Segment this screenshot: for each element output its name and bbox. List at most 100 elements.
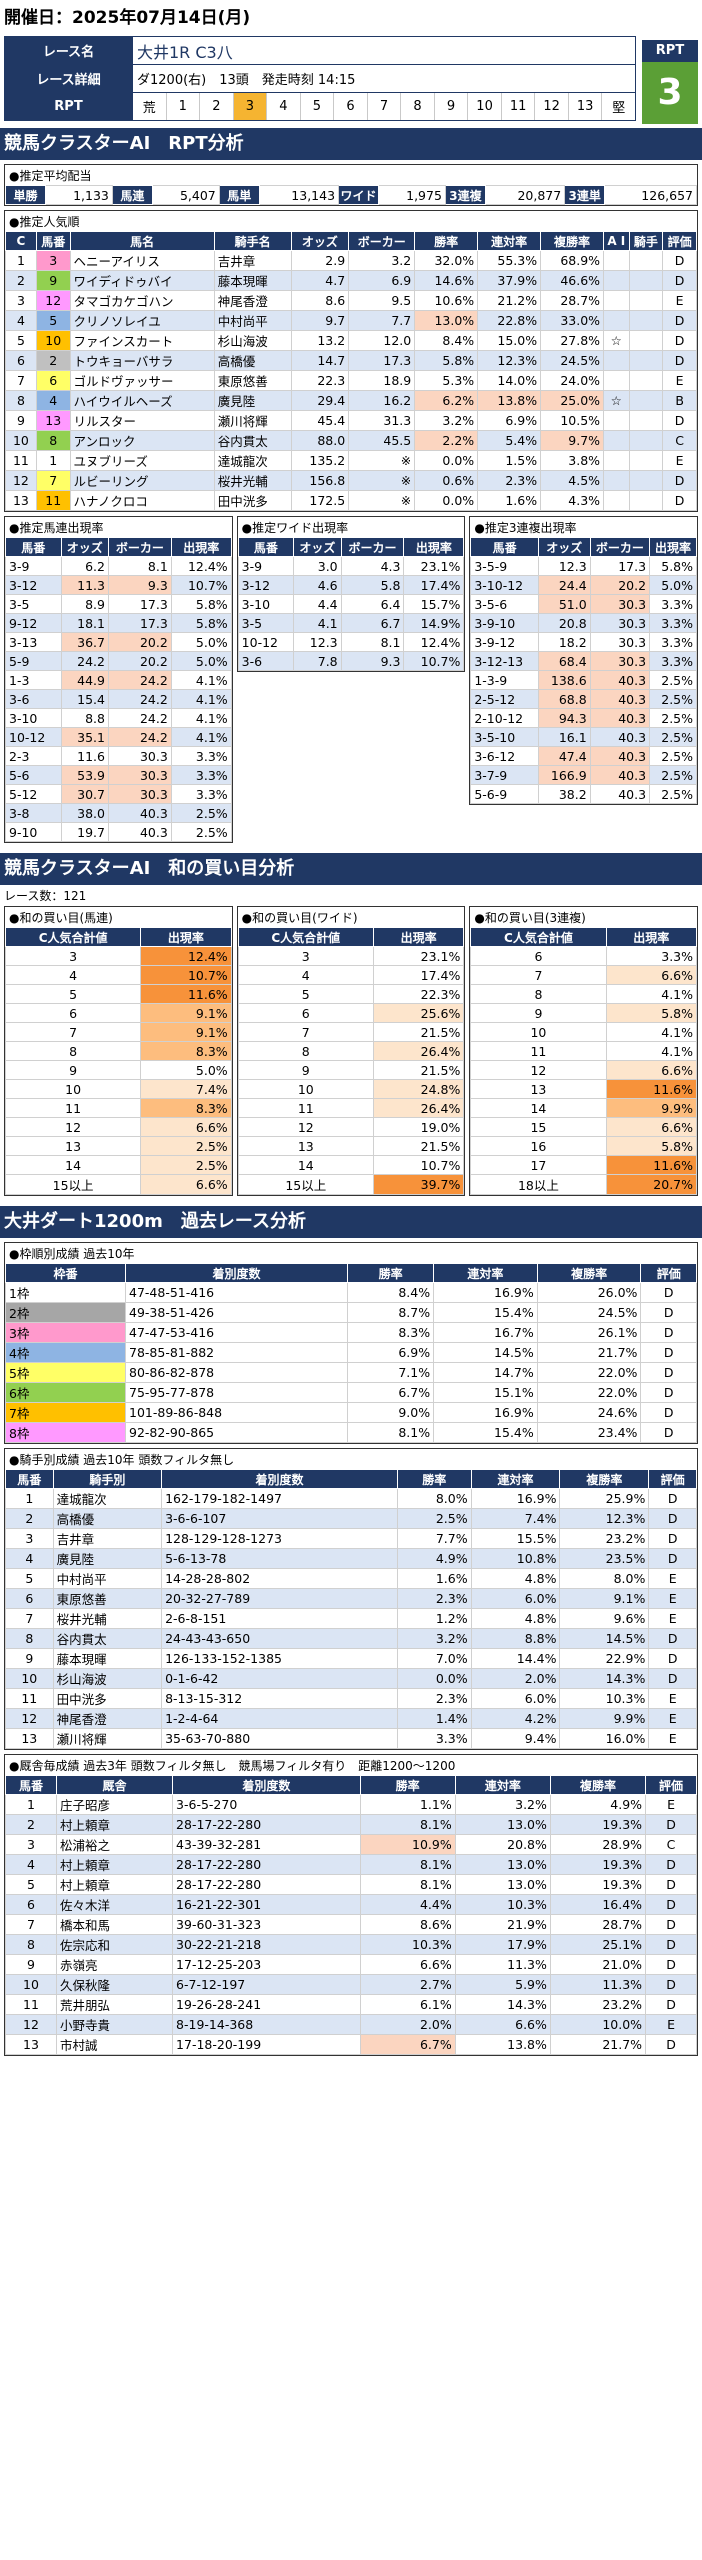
table-cell: 9: [5, 1648, 54, 1669]
table-cell: 10: [5, 430, 37, 451]
trainer-title: ●厩舎毎成績 過去3年 頭数フィルタ無し 競馬場フィルタ有り 距離1200～12…: [9, 1759, 456, 1773]
table-cell: 19.3%: [549, 1814, 647, 1835]
table-cell: 3: [35, 250, 71, 271]
column-header: 馬番: [5, 537, 62, 557]
table-cell: 2.5%: [649, 746, 698, 766]
payout-label: ワイド: [338, 185, 380, 205]
payout-value: 1,133: [45, 185, 113, 205]
race-name-label: レース名: [4, 36, 133, 65]
table-cell: 13.2: [290, 330, 350, 351]
table-cell: E: [645, 2014, 697, 2035]
table-cell: 11.3: [60, 575, 109, 595]
table-cell: 12: [35, 290, 71, 311]
table-row: 3-13 36.7 20.2 5.0%: [5, 632, 232, 652]
table-cell: ☆: [603, 330, 630, 351]
table-cell: 5-12: [5, 784, 62, 804]
table-cell: [603, 250, 630, 271]
sum-value: 7: [4, 1022, 142, 1042]
table-row: 3-9-12 18.2 30.3 3.3%: [470, 632, 698, 652]
rate-value: 2.5%: [140, 1136, 232, 1156]
sanrenpuku-table: 馬番 オッズ ボーカー 出現率 3-5-9 12.3 17.3 5.8% 3-10-12 24.4…: [470, 537, 698, 804]
table-row: 12 6.6%: [470, 1060, 698, 1080]
table-row: 18以上 20.7%: [470, 1174, 698, 1195]
table-cell: 16.9%: [433, 1402, 538, 1423]
sum-value: 8: [237, 1041, 374, 1061]
table-cell: ☆: [603, 390, 630, 411]
table-cell: 126-133-152-1385: [161, 1648, 398, 1669]
table-cell: 11.3%: [549, 1974, 647, 1995]
table-cell: 15.5%: [470, 1528, 561, 1549]
table-cell: 11.6: [60, 746, 109, 766]
table-cell: 20.2: [107, 651, 172, 671]
table-row: 1 庄子昭彦 3-6-5-270 1.1% 3.2% 4.9% E: [5, 1794, 697, 1815]
rpt-badge-head: RPT: [642, 40, 698, 62]
table-cell: 40.3: [589, 708, 651, 728]
table-cell: 村上頼章: [55, 1854, 174, 1875]
table-row: 4 17.4%: [237, 965, 465, 985]
table-row: 7 9.1%: [4, 1022, 232, 1042]
table-cell: [603, 430, 630, 451]
table-cell: 12.3%: [559, 1508, 650, 1529]
rate-value: 8.3%: [140, 1041, 232, 1061]
table-cell: 吉井章: [52, 1528, 163, 1549]
column-header: 馬番: [470, 537, 539, 557]
table-cell: 5: [5, 1568, 54, 1589]
umaren-title: ●推定馬連出現率: [9, 521, 104, 535]
table-cell: 7: [35, 470, 71, 491]
table-cell: 14.0%: [477, 370, 542, 391]
table-cell: 廣見陸: [52, 1548, 163, 1569]
table-row: 10 24.8%: [237, 1079, 465, 1099]
table-cell: 2.5%: [649, 670, 698, 690]
table-cell: 谷内貫太: [52, 1628, 163, 1649]
table-cell: 1: [5, 1794, 57, 1815]
table-cell: D: [662, 270, 697, 291]
waku-title: ●枠順別成績 過去10年: [9, 1247, 135, 1261]
rate-value: 4.1%: [605, 1022, 698, 1042]
table-cell: 40.3: [107, 822, 172, 842]
rpt-badge-value: 3: [642, 62, 698, 124]
table-cell: 3-12-13: [470, 651, 539, 671]
wide-panel: ●推定ワイド出現率 馬番 オッズ ボーカー 出現率 3-9 3.0 4.3 23.1% 3-12 4…: [236, 516, 466, 672]
table-cell: 3-9-12: [470, 632, 539, 652]
sum-value: 9: [4, 1060, 142, 1080]
table-cell: [628, 470, 664, 491]
table-cell: 30.3: [589, 594, 651, 614]
sum-value: 7: [237, 1022, 374, 1042]
table-row: 3 12.4%: [4, 946, 232, 966]
table-cell: 10.0%: [549, 2014, 647, 2035]
table-cell: 3: [5, 290, 37, 311]
table-row: 3-8 38.0 40.3 2.5%: [5, 803, 232, 823]
table-row: 2-10-12 94.3 40.3 2.5%: [470, 708, 698, 728]
table-cell: 40.3: [107, 803, 172, 823]
table-cell: 19.3%: [549, 1874, 647, 1895]
table-cell: 20.2: [589, 575, 651, 595]
table-cell: D: [648, 1648, 697, 1669]
table-cell: 30.3: [589, 632, 651, 652]
table-row: 9-12 18.1 17.3 5.8%: [5, 613, 232, 633]
table-cell: 5: [5, 1874, 57, 1895]
table-cell: 22.0%: [536, 1382, 642, 1403]
table-cell: 4.6: [293, 575, 342, 595]
sum-value: 6: [470, 946, 607, 966]
table-cell: D: [648, 1668, 697, 1689]
table-cell: 78-85-81-882: [124, 1342, 349, 1363]
table-cell: 3-5: [5, 594, 62, 614]
table-cell: 4.2%: [470, 1708, 561, 1729]
wa-san-table: C人気合計値 出現率 6 3.3% 7 6.6% 8 4.1% 9 5.8% 10 4.1% 11 4.1…: [470, 927, 698, 1195]
table-cell: D: [648, 1628, 697, 1649]
rpt-scale-cell: 3: [233, 93, 268, 120]
table-row: 5 11.6%: [4, 984, 232, 1004]
table-row: 14 10.7%: [237, 1155, 465, 1175]
rate-value: 2.5%: [140, 1155, 232, 1175]
table-cell: 4.8%: [470, 1608, 561, 1629]
table-cell: D: [640, 1342, 697, 1363]
table-row: 3-12 11.3 9.3 10.7%: [5, 575, 232, 595]
payout-value: 126,657: [604, 185, 697, 205]
table-row: 2-3 11.6 30.3 3.3%: [5, 746, 232, 766]
table-row: 3 松浦裕之 43-39-32-281 10.9% 20.8% 28.9% C: [5, 1834, 697, 1855]
table-cell: D: [662, 310, 697, 331]
table-row: 16 5.8%: [470, 1136, 698, 1156]
table-cell: 9: [35, 270, 71, 291]
table-cell: 166.9: [537, 765, 591, 785]
table-cell: 0-1-6-42: [161, 1668, 398, 1689]
